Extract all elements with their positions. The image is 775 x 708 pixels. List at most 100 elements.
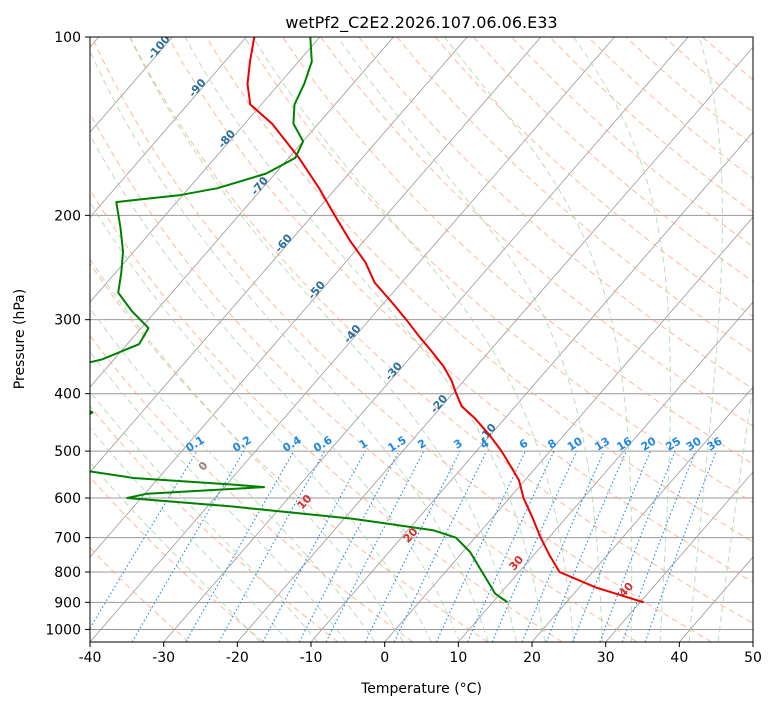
mixing-ratio-line	[185, 450, 295, 642]
x-axis-ticks: -40 -30 -20 -10 0 10 20 30 40 50	[79, 642, 762, 666]
x-tick-label: 30	[597, 650, 615, 666]
dry-adiabat-line	[511, 37, 753, 248]
mixing-ratio-label: 1.5	[385, 433, 408, 454]
mixing-ratio-label: 3	[451, 437, 464, 452]
dry-adiabat-line	[91, 37, 712, 642]
isotherm-line	[90, 37, 542, 558]
dry-adiabat-line	[434, 37, 753, 318]
x-tick-label: 40	[670, 650, 688, 666]
moist-adiabat-line	[90, 461, 261, 642]
dry-adiabat-line	[90, 262, 488, 642]
isotherm-label: -60	[272, 231, 295, 255]
mixing-ratio-line	[572, 450, 651, 642]
y-tick-label: 100	[54, 30, 81, 46]
plot-frame	[89, 36, 754, 643]
mixing-ratio-line	[599, 450, 676, 642]
y-tick-label: 800	[54, 565, 81, 581]
y-axis-ticks: 100 200 300 400 500 600 700 800 900 1000	[45, 30, 90, 638]
moist-adiabat-line	[573, 37, 671, 642]
isotherm-line	[679, 556, 753, 642]
dry-adiabat-line	[90, 188, 563, 642]
dry-adiabat-line	[90, 334, 414, 642]
y-tick-label: 400	[54, 387, 81, 403]
moist-adiabat-line	[90, 50, 489, 642]
mixing-ratio-label: 8	[545, 437, 558, 452]
x-tick-label: 20	[523, 650, 541, 666]
dry-adiabat-line	[90, 405, 339, 642]
moist-adiabat-line	[184, 37, 546, 642]
x-tick-label: -30	[152, 650, 175, 666]
mixing-ratio-label: 2	[415, 437, 428, 452]
isotherm-line	[90, 37, 247, 218]
mixing-ratio-line	[262, 450, 366, 642]
mixing-ratio-line	[298, 450, 400, 642]
mixing-ratio-line	[621, 450, 697, 642]
theta-label: 0	[196, 459, 211, 474]
y-tick-label: 1000	[45, 622, 81, 638]
moist-adiabat-line	[252, 37, 575, 642]
x-tick-label: 10	[449, 650, 467, 666]
moist-adiabat-line	[90, 390, 319, 642]
chart-title: wetPf2_C2E2.2026.107.06.06.E33	[285, 13, 557, 33]
y-axis-label: Pressure (hPa)	[12, 289, 28, 389]
moist-adiabat-line	[90, 133, 461, 642]
isotherm-line	[163, 37, 689, 642]
y-tick-label: 300	[54, 313, 81, 329]
moist-adiabat-line	[717, 383, 753, 642]
isotherm-line	[384, 216, 753, 642]
x-tick-label: 0	[380, 650, 389, 666]
isotherm-line	[90, 37, 615, 642]
isotherm-label: -30	[382, 359, 405, 383]
isotherm-line	[90, 37, 468, 473]
data-lines	[90, 37, 644, 604]
moist-adiabat-line	[688, 37, 723, 642]
y-tick-label: 500	[54, 444, 81, 460]
moist-adiabat-line	[90, 427, 290, 642]
mixing-ratio-line	[644, 450, 717, 642]
theta-label: 10	[295, 492, 315, 512]
isotherm-line	[605, 471, 753, 642]
isotherm-label: -80	[215, 127, 238, 151]
dry-adiabat-line	[90, 546, 190, 642]
y-tick-label: 900	[54, 595, 81, 611]
moist-adiabat-line	[129, 37, 517, 642]
dry-adiabat-line	[244, 37, 753, 504]
mixing-ratio-line	[491, 450, 578, 642]
isotherm-label: -20	[428, 392, 451, 416]
dry-adiabat-line	[549, 37, 753, 213]
theta-label: 30	[506, 553, 526, 573]
moist-adiabat-line	[444, 37, 633, 642]
moist-adiabat-line	[90, 307, 376, 642]
moist-adiabat-line	[90, 351, 347, 642]
dry-adiabat-line	[396, 37, 753, 354]
x-tick-label: -20	[226, 650, 249, 666]
mixing-ratio-line	[364, 450, 461, 642]
mixing-ratio-line	[545, 450, 627, 642]
isotherm-label: -50	[305, 278, 328, 302]
x-tick-label: 50	[744, 650, 762, 666]
isotherm-line	[237, 46, 753, 642]
moist-adiabat-line	[90, 201, 432, 642]
x-axis-label: Temperature (°C)	[360, 681, 482, 697]
isotherm-line	[310, 131, 753, 642]
isotherm-label: -40	[341, 322, 364, 346]
moist-adiabat-line	[337, 37, 603, 642]
y-tick-label: 600	[54, 491, 81, 507]
dry-adiabat-line	[205, 37, 753, 543]
isotherm-line	[90, 37, 394, 388]
y-tick-label: 700	[54, 531, 81, 547]
background-lines	[90, 37, 753, 642]
dry-adiabat-line	[90, 476, 264, 642]
x-tick-label: -10	[300, 650, 323, 666]
mixing-ratio-line	[90, 450, 198, 630]
isotherm-line	[90, 37, 321, 303]
y-tick-label: 200	[54, 208, 81, 224]
isotherm-line	[752, 641, 753, 642]
dewpoint-profile-line	[90, 37, 509, 604]
temperature-profile-line	[246, 37, 644, 604]
mixing-ratio-label: 0.1	[183, 433, 206, 454]
isotherm-line	[531, 386, 753, 642]
mixing-ratio-line	[218, 450, 326, 642]
mixing-ratio-line	[466, 450, 555, 642]
